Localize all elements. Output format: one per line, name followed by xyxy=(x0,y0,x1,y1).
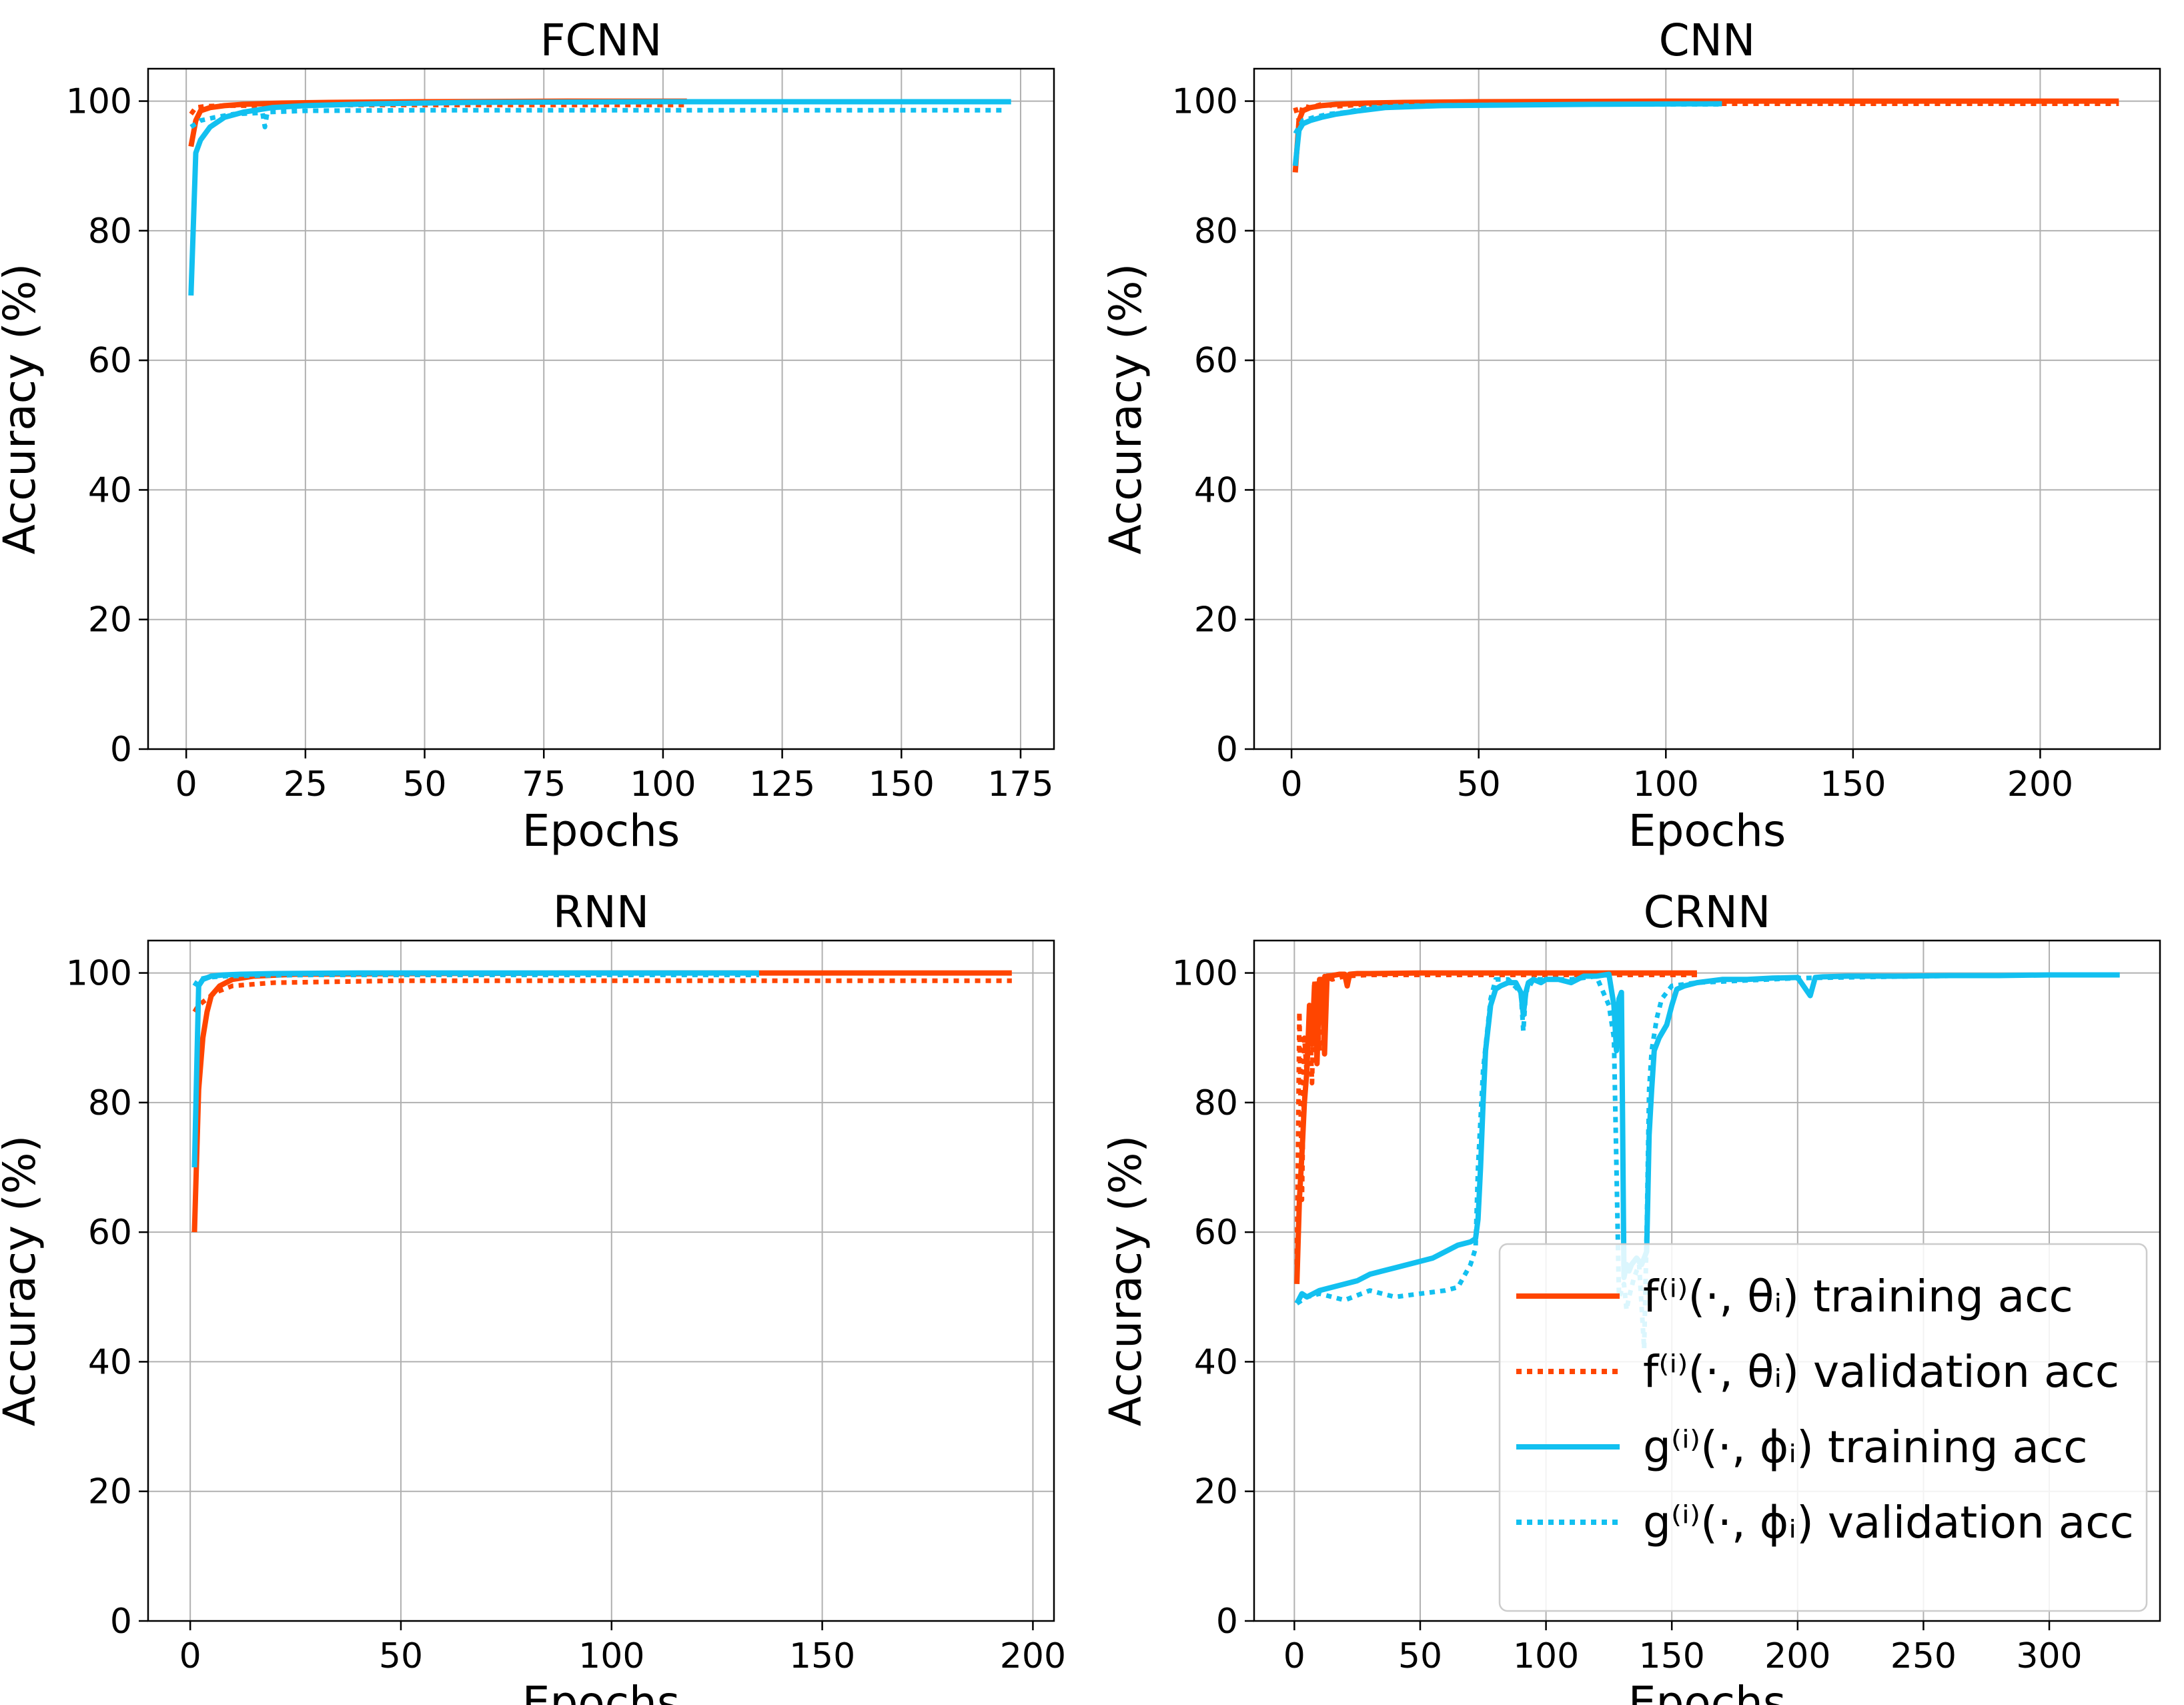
y-axis-label: Accuracy (%) xyxy=(0,1135,45,1427)
y-axis-label: Accuracy (%) xyxy=(0,263,45,555)
y-tick-label: 100 xyxy=(1172,82,1238,122)
series-line-g-training xyxy=(1294,971,2120,1305)
x-tick-label: 125 xyxy=(749,764,815,804)
x-tick-label: 0 xyxy=(1281,764,1303,804)
y-tick-label: 20 xyxy=(88,1472,132,1512)
y-axis-label: Accuracy (%) xyxy=(1100,263,1151,555)
x-tick-label: 150 xyxy=(1820,764,1886,804)
y-tick-label: 100 xyxy=(66,82,132,122)
axes-frame xyxy=(147,939,1055,1622)
series-line-f-validation xyxy=(1294,973,1697,1265)
axes-frame xyxy=(1253,67,2161,750)
x-tick-label: 100 xyxy=(578,1636,644,1676)
x-tick-label: 50 xyxy=(1398,1636,1442,1676)
y-tick-label: 40 xyxy=(1194,1342,1238,1382)
x-tick-label: 100 xyxy=(630,764,696,804)
series-line-g-training xyxy=(1292,101,1722,167)
y-tick-label: 40 xyxy=(1194,470,1238,510)
x-tick-label: 200 xyxy=(2007,764,2073,804)
legend: f⁽ⁱ⁾(·, θᵢ) training acc f⁽ⁱ⁾(·, θᵢ) vali… xyxy=(1498,1243,2148,1612)
x-axis-label: Epochs xyxy=(1628,1677,1786,1705)
x-axis-label: Epochs xyxy=(522,805,680,857)
series-line-f-training xyxy=(1292,98,2119,173)
chart-title: CRNN xyxy=(1644,887,1771,938)
x-tick-label: 0 xyxy=(175,764,197,804)
legend-label: f⁽ⁱ⁾(·, θᵢ) validation acc xyxy=(1643,1346,2119,1397)
x-tick-label: 300 xyxy=(2016,1636,2082,1676)
y-tick-label: 0 xyxy=(1216,730,1238,770)
x-tick-label: 200 xyxy=(1764,1636,1830,1676)
chart-title: CNN xyxy=(1659,15,1756,66)
x-tick-label: 175 xyxy=(987,764,1053,804)
y-tick-label: 60 xyxy=(88,341,132,381)
x-tick-label: 150 xyxy=(789,1636,855,1676)
x-axis-label: Epochs xyxy=(522,1677,680,1705)
x-tick-label: 150 xyxy=(869,764,935,804)
x-tick-label: 50 xyxy=(379,1636,423,1676)
subplot-fcnn: 0 25 50 75 100 125 150 175 0 20 40 60 80 100 FCNN Epoch… xyxy=(0,15,1055,857)
legend-box xyxy=(1498,1243,2148,1612)
series-line-g-validation xyxy=(189,107,1007,129)
x-axis-label: Epochs xyxy=(1628,805,1786,857)
series-line-g-training xyxy=(191,970,759,1168)
chart-title: RNN xyxy=(553,887,650,938)
y-tick-label: 0 xyxy=(110,1602,132,1642)
x-tick-label: 0 xyxy=(179,1636,201,1676)
x-tick-label: 25 xyxy=(284,764,328,804)
y-tick-label: 0 xyxy=(110,730,132,770)
series-line-g-validation xyxy=(1295,973,2120,1351)
x-tick-label: 100 xyxy=(1633,764,1699,804)
y-tick-label: 80 xyxy=(1194,211,1238,251)
x-tick-label: 0 xyxy=(1283,1636,1305,1676)
y-tick-label: 80 xyxy=(88,1083,132,1123)
y-tick-label: 100 xyxy=(66,954,132,994)
y-tick-label: 20 xyxy=(1194,1472,1238,1512)
x-tick-label: 150 xyxy=(1639,1636,1705,1676)
y-tick-label: 80 xyxy=(88,211,132,251)
x-tick-label: 75 xyxy=(522,764,566,804)
x-tick-label: 250 xyxy=(1890,1636,1957,1676)
y-tick-label: 100 xyxy=(1172,954,1238,994)
y-tick-label: 60 xyxy=(1194,1213,1238,1253)
series-line-f-training xyxy=(1294,970,1697,1285)
subplot-cnn: 0 50 100 150 200 0 20 40 60 80 100 CNN Epochs Accurac… xyxy=(1100,15,2161,857)
subplot-crnn: 0 50 100 150 200 250 300 0 20 40 60 80 100 CRNN Epochs… xyxy=(1100,887,2161,1705)
y-axis-label: Accuracy (%) xyxy=(1100,1135,1151,1427)
legend-label: g⁽ⁱ⁾(·, ϕᵢ) validation acc xyxy=(1643,1497,2134,1548)
y-tick-label: 20 xyxy=(1194,600,1238,640)
x-tick-label: 50 xyxy=(1457,764,1501,804)
axes-frame xyxy=(147,67,1055,750)
series-line-f-validation xyxy=(192,978,1012,1013)
subplot-rnn: 0 50 100 150 200 0 20 40 60 80 100 RNN Epochs Accurac… xyxy=(0,887,1066,1705)
series-line-f-validation xyxy=(189,102,687,116)
x-tick-label: 50 xyxy=(402,764,446,804)
axes-frame xyxy=(1253,939,2161,1622)
chart-title: FCNN xyxy=(540,15,662,66)
y-tick-label: 40 xyxy=(88,470,132,510)
y-tick-label: 0 xyxy=(1216,1602,1238,1642)
y-tick-label: 20 xyxy=(88,600,132,640)
legend-label: g⁽ⁱ⁾(·, ϕᵢ) training acc xyxy=(1643,1422,2088,1473)
y-tick-label: 60 xyxy=(88,1213,132,1253)
x-tick-label: 200 xyxy=(1000,1636,1066,1676)
x-tick-label: 100 xyxy=(1513,1636,1579,1676)
legend-label: f⁽ⁱ⁾(·, θᵢ) training acc xyxy=(1643,1271,2073,1322)
y-tick-label: 60 xyxy=(1194,341,1238,381)
y-tick-label: 80 xyxy=(1194,1083,1238,1123)
y-tick-label: 40 xyxy=(88,1342,132,1382)
series-line-g-training xyxy=(188,99,1011,296)
